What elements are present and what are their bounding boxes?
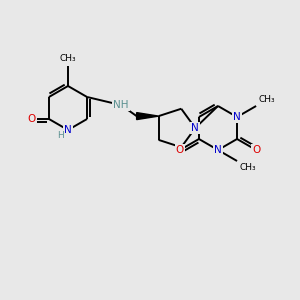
Text: N: N	[64, 125, 72, 135]
Polygon shape	[136, 112, 159, 120]
Text: N: N	[214, 145, 222, 155]
Text: N: N	[191, 123, 199, 133]
Text: O: O	[176, 145, 184, 155]
Text: O: O	[252, 145, 260, 155]
Text: CH₃: CH₃	[60, 54, 76, 63]
Text: H: H	[58, 130, 64, 140]
Text: CH₃: CH₃	[239, 163, 256, 172]
Text: N: N	[233, 112, 241, 122]
Text: NH: NH	[113, 100, 129, 110]
Text: O: O	[27, 114, 35, 124]
Text: CH₃: CH₃	[258, 95, 275, 104]
